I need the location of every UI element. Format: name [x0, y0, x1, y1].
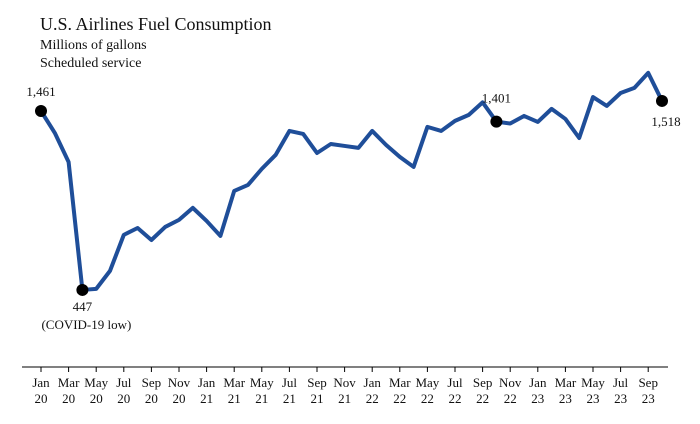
subtitle: Scheduled service	[40, 56, 141, 71]
subtitle: Millions of gallons	[40, 38, 147, 53]
x-tick-label: 22	[476, 391, 489, 406]
annotation: (COVID-19 low)	[41, 317, 131, 332]
x-tick-label: Mar	[58, 375, 80, 390]
x-tick-label: Jan	[198, 375, 216, 390]
x-tick-label: 20	[35, 391, 48, 406]
x-tick-label: 22	[449, 391, 462, 406]
x-tick-label: Mar	[223, 375, 245, 390]
x-tick-label: 20	[145, 391, 158, 406]
x-tick-label: Jan	[364, 375, 382, 390]
x-tick-label: 21	[311, 391, 324, 406]
value-label: 1,401	[482, 91, 511, 106]
x-tick-label: 22	[393, 391, 406, 406]
x-tick-label: Nov	[499, 375, 522, 390]
x-tick-label: Jul	[282, 375, 298, 390]
line	[39, 70, 664, 292]
x-tick-label: 20	[62, 391, 75, 406]
point	[656, 94, 668, 107]
x-tick-label: 22	[504, 391, 517, 406]
x-tick-label: May	[581, 375, 605, 390]
x-tick-label: Sep	[473, 375, 493, 390]
x-tick-label: 23	[587, 391, 600, 406]
x-tick-label: Sep	[307, 375, 327, 390]
x-tick-label: May	[250, 375, 274, 390]
point	[35, 105, 47, 117]
x-tick-label: 21	[228, 391, 241, 406]
x-tick-label: 21	[200, 391, 213, 406]
x-tick-label: 23	[642, 391, 655, 406]
value-label: 1,461	[26, 84, 55, 99]
x-tick-label: Jul	[613, 375, 629, 390]
x-tick-label: Sep	[142, 375, 162, 390]
x-tick-label: Jul	[447, 375, 463, 390]
point	[76, 283, 89, 296]
x-tick-label: Nov	[333, 375, 356, 390]
x-tick-label: May	[84, 375, 108, 390]
x-tick-label: 22	[366, 391, 379, 406]
x-tick-label: Jul	[116, 375, 132, 390]
x-tick-label: 21	[255, 391, 268, 406]
x-tick-label: 23	[531, 391, 544, 406]
x-tick-label: 21	[338, 391, 351, 406]
value-label: 1,518	[651, 114, 680, 129]
x-tick-label: Mar	[555, 375, 577, 390]
x-tick-label: 21	[283, 391, 296, 406]
x-tick-label: 23	[559, 391, 572, 406]
x-tick-label: Nov	[168, 375, 191, 390]
x-tick-label: May	[415, 375, 439, 390]
x-tick-label: 20	[90, 391, 103, 406]
chart-title: U.S. Airlines Fuel Consumption	[40, 14, 272, 34]
x-tick-label: Jan	[32, 375, 50, 390]
point	[490, 115, 503, 128]
x-tick-label: 22	[421, 391, 434, 406]
value-label: 447	[73, 299, 93, 314]
x-tick-label: Jan	[529, 375, 547, 390]
x-tick-label: 20	[173, 391, 186, 406]
x-tick-label: Sep	[638, 375, 658, 390]
x-tick-label: Mar	[389, 375, 411, 390]
x-tick-label: 20	[117, 391, 130, 406]
x-tick-label: 23	[614, 391, 627, 406]
